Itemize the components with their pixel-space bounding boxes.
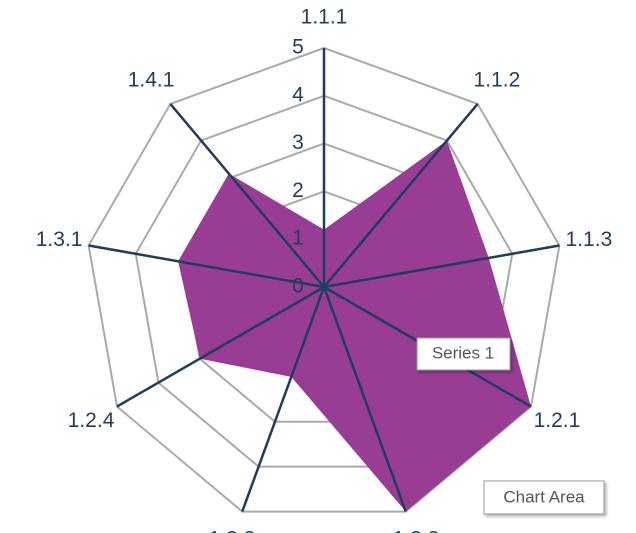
r-tick-label: 2 xyxy=(292,179,304,202)
spoke xyxy=(169,103,325,288)
tooltip: Chart Area xyxy=(483,480,605,515)
radar-area xyxy=(178,140,531,512)
category-label: 1.1.1 xyxy=(301,6,348,29)
r-tick-label: 0 xyxy=(292,275,304,298)
category-label: 1.2.2 xyxy=(393,527,440,533)
tooltip-text: Chart Area xyxy=(503,487,585,506)
r-tick-label: 1 xyxy=(292,227,304,250)
r-tick-label: 3 xyxy=(292,131,304,154)
grid-ring xyxy=(87,46,561,513)
legend-label: Series 1 xyxy=(432,343,494,362)
category-label: 1.1.3 xyxy=(566,228,613,251)
category-label: 1.4.1 xyxy=(128,68,175,91)
grid-ring xyxy=(134,94,514,468)
spoke xyxy=(323,103,479,288)
spoke xyxy=(241,286,326,513)
legend-box xyxy=(416,337,511,371)
spoke xyxy=(88,244,325,289)
category-label: 1.2.4 xyxy=(68,409,115,432)
r-tick-label: 4 xyxy=(292,83,304,106)
spoke xyxy=(322,286,407,513)
category-label: 1.3.1 xyxy=(36,228,83,251)
r-tick-label: 5 xyxy=(292,36,304,59)
category-label: 1.2.1 xyxy=(534,409,581,432)
category-label: 1.1.2 xyxy=(474,68,521,91)
spoke xyxy=(323,244,560,289)
legend: Series 1 xyxy=(416,337,511,371)
tooltip-box xyxy=(483,480,605,515)
spoke xyxy=(116,285,325,408)
category-label: 1.2.3 xyxy=(209,527,256,533)
